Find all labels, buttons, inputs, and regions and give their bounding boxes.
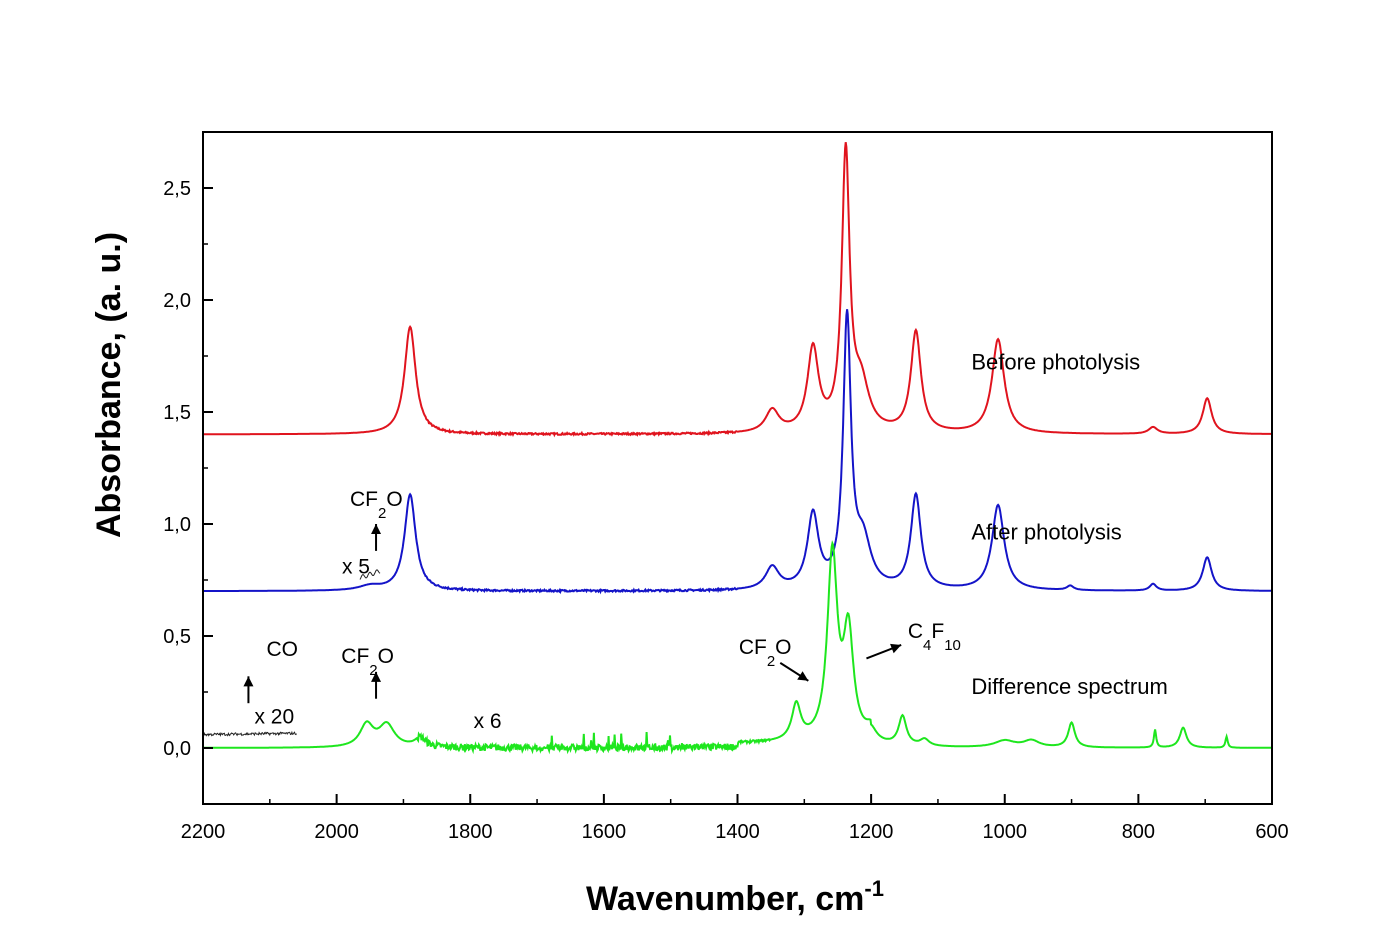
x-axis-title: Wavenumber, cm-1 — [586, 876, 884, 918]
annotation-text: O — [386, 488, 402, 511]
x-axis-title-superscript: -1 — [864, 876, 884, 901]
plot-content — [202, 142, 1272, 755]
cf2o-x5-trace — [359, 569, 381, 580]
x-tick-label: 2000 — [314, 821, 359, 843]
x-tick-label: 1800 — [448, 821, 493, 843]
arrow-head — [797, 671, 809, 681]
annotation-text: O — [775, 636, 791, 659]
x-tick-label: 1400 — [715, 821, 760, 843]
annotation-subscript: 2 — [378, 505, 386, 522]
y-axis-title: Absorbance, (a. u.) — [90, 232, 128, 538]
cf2o-diff-arrow — [371, 671, 382, 699]
annotation-x5: x 5 — [342, 555, 370, 578]
annotation-subscript: 2 — [369, 662, 377, 679]
plot-frame — [202, 131, 1273, 805]
x-tick-label: 600 — [1255, 821, 1288, 843]
annotation-text: CF — [739, 636, 767, 659]
annotation-cf2o-main: CF2O — [739, 636, 792, 670]
annotation-text: CO — [266, 638, 298, 661]
annotation-text: F — [931, 620, 944, 643]
arrow-head — [371, 524, 382, 534]
y-tick-label: 0,0 — [163, 738, 191, 760]
series-label: Before photolysis — [971, 349, 1140, 374]
annotation-subscript: 4 — [923, 637, 931, 654]
cf2o-after-arrow — [371, 524, 382, 551]
y-tick-label: 1,0 — [163, 514, 191, 536]
c4f10-arrow — [866, 643, 902, 660]
x-tick-label: 800 — [1122, 821, 1155, 843]
series-line — [203, 540, 1272, 755]
x-tick-label: 2200 — [181, 821, 226, 843]
series-label: After photolysis — [971, 520, 1121, 545]
y-tick-label: 2,0 — [163, 290, 191, 312]
annotation-co: CO — [266, 638, 298, 661]
annotation-text: CF — [350, 488, 378, 511]
y-tick-label: 1,5 — [163, 402, 191, 424]
y-tick-label: 2,5 — [163, 178, 191, 200]
annotation-subscript: 10 — [944, 637, 961, 654]
annotation-x6: x 6 — [474, 710, 502, 733]
arrow-head — [890, 643, 902, 654]
annotation-c4f10: C4F10 — [908, 620, 961, 654]
annotations: Before photolysis After photolysis Differe… — [243, 349, 1168, 733]
annotation-text: C — [908, 620, 923, 643]
series-line — [203, 309, 1272, 595]
annotation-cf2o-diff: CF2O — [341, 645, 394, 679]
co-arrow — [243, 676, 254, 704]
x-tick-label: 1600 — [582, 821, 627, 843]
x-tick-label: 1200 — [849, 821, 894, 843]
arrow-head — [243, 676, 254, 687]
annotation-x20: x 20 — [254, 705, 294, 728]
x-tick-label: 1000 — [983, 821, 1028, 843]
y-axis-ticks: 0,0 0,5 1,0 1,5 2,0 2,5 — [163, 178, 213, 805]
annotation-text: x 6 — [474, 710, 502, 733]
arrow-head — [371, 671, 382, 682]
annotation-subscript: 2 — [767, 653, 775, 670]
annotation-text: x 5 — [342, 555, 370, 578]
series-line — [203, 142, 1272, 438]
co-x20-trace — [202, 730, 297, 738]
annotation-text: x 20 — [254, 705, 294, 728]
annotation-text: O — [378, 645, 394, 668]
x-axis-ticks: 2200 2000 1800 1600 1400 1200 1000 800 600 — [181, 794, 1289, 843]
series-label: Difference spectrum — [971, 674, 1167, 699]
cf2o-main-arrow — [779, 662, 809, 682]
y-tick-label: 0,5 — [163, 626, 191, 648]
annotation-text: CF — [341, 645, 369, 668]
annotation-cf2o-after: CF2O — [350, 488, 403, 522]
